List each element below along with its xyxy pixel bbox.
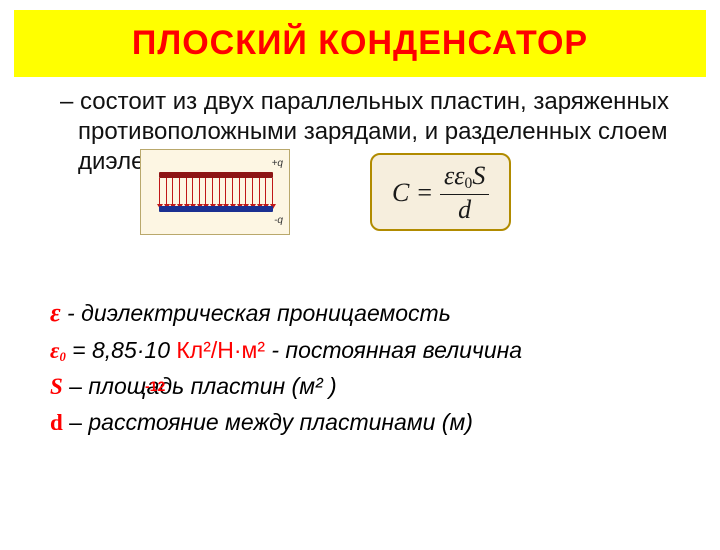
def-epsilon: ε - диэлектрическая проницаемость [50, 293, 720, 333]
title-band: ПЛОСКИЙ КОНДЕНСАТОР [14, 10, 706, 77]
fraction-denominator: d [454, 195, 475, 223]
formula-lhs: C [392, 178, 409, 208]
field-lines [159, 178, 273, 208]
def-S-text: площадь пластин (м² ) [88, 373, 336, 399]
label-plus-q: +q [272, 158, 283, 169]
label-minus-q: -q [274, 215, 283, 226]
def-epsilon-text: - диэлектрическая проницаемость [61, 300, 451, 326]
num-eps: εε [444, 161, 465, 190]
page-title: ПЛОСКИЙ КОНДЕНСАТОР [14, 24, 706, 63]
def-d: d – расстояние между пластинами (м) [50, 405, 720, 441]
equals-sign: = [417, 178, 432, 208]
eps0-text: - постоянная величина [265, 337, 522, 363]
figure-row: +q -q C = εε0S d [0, 149, 720, 259]
eps0-value: = 8,85·10 [66, 337, 170, 363]
symbol-epsilon0: ε0 [50, 333, 66, 369]
dash-S: – [63, 373, 89, 399]
symbol-epsilon: ε [50, 293, 61, 333]
fraction-numerator: εε0S [440, 163, 489, 194]
bottom-plate [159, 206, 273, 212]
symbol-S: S [50, 369, 63, 405]
formula-box: C = εε0S d [370, 153, 511, 231]
num-S: S [472, 161, 485, 190]
capacitor-diagram: +q -q [140, 149, 290, 235]
symbol-d: d [50, 405, 63, 441]
definitions-block: ε - диэлектрическая проницаемость ε0 = 8… [50, 293, 720, 440]
def-epsilon0: ε0 = 8,85·10 Кл²/Н·м² - постоянная велич… [50, 333, 720, 369]
capacitance-formula: C = εε0S d [392, 163, 489, 223]
dash-d: – [63, 409, 89, 435]
def-d-text: расстояние между пластинами (м) [88, 409, 473, 435]
fraction: εε0S d [440, 163, 489, 223]
eps0-exponent-overlay: -12 [145, 378, 165, 394]
eps0-units: Кл²/Н·м² [170, 337, 265, 363]
